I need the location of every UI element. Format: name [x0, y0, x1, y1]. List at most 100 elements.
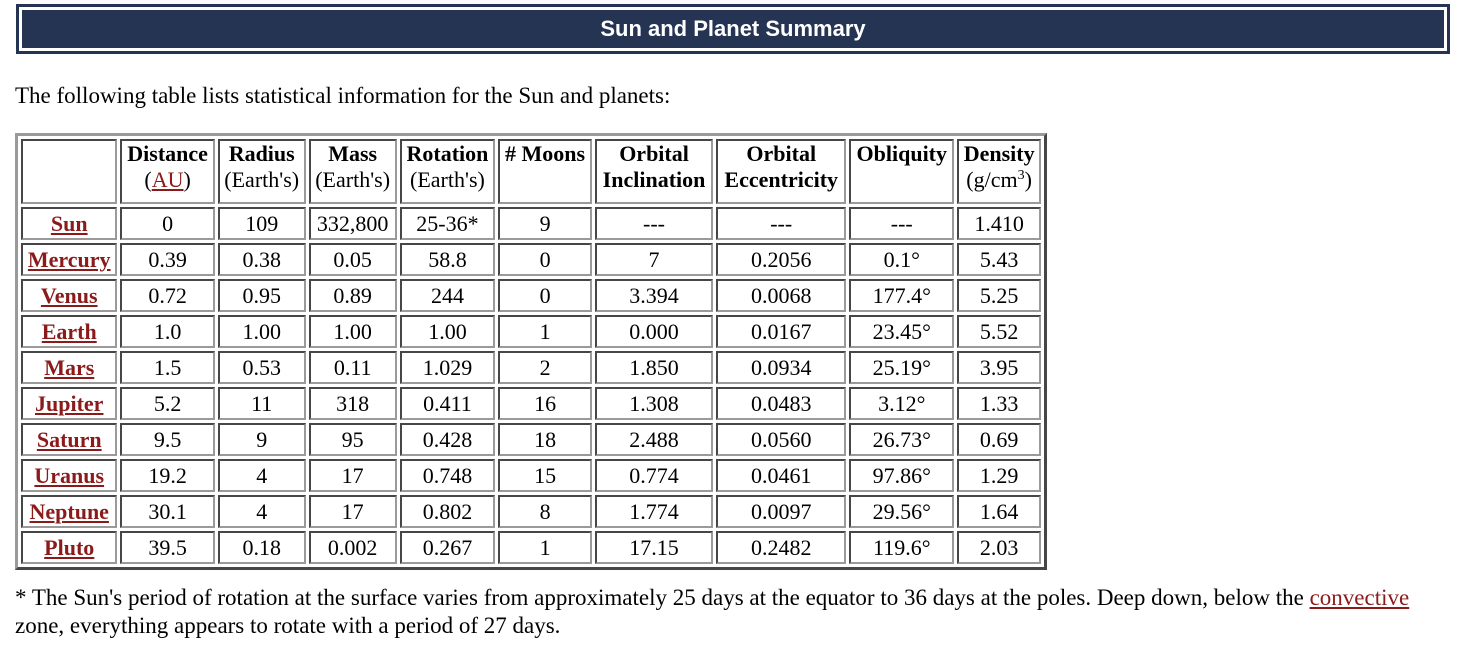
table-cell: 1	[498, 315, 592, 348]
table-cell: 1.33	[957, 387, 1041, 420]
table-cell: 4	[217, 495, 306, 528]
table-cell: 58.8	[399, 243, 496, 276]
table-cell: 0.0934	[716, 351, 847, 384]
table-cell: 0.69	[957, 423, 1041, 456]
table-cell: 30.1	[120, 495, 215, 528]
table-cell: 1.00	[217, 315, 306, 348]
table-cell: 9	[498, 207, 592, 240]
corner-cell	[21, 139, 118, 204]
table-cell: 2	[498, 351, 592, 384]
table-cell: 3.95	[957, 351, 1041, 384]
body-link-neptune[interactable]: Neptune	[29, 498, 109, 524]
table-cell: 0.000	[594, 315, 714, 348]
table-cell: 17.15	[594, 531, 714, 564]
table-body: Sun 0 109 332,800 25-36* 9 --- --- --- 1.410 Mercu…	[21, 207, 1041, 564]
table-cell: 0.0068	[716, 279, 847, 312]
table-cell: 0.1°	[849, 243, 955, 276]
table-cell: 3.12°	[849, 387, 955, 420]
banner-bar: Sun and Planet Summary	[22, 10, 1444, 48]
table-cell: 119.6°	[849, 531, 955, 564]
table-cell: 3.394	[594, 279, 714, 312]
table-cell: 26.73°	[849, 423, 955, 456]
table-cell: 9.5	[120, 423, 215, 456]
table-cell: 0.774	[594, 459, 714, 492]
row-header-cell: Uranus	[21, 459, 118, 492]
table-row: Sun 0 109 332,800 25-36* 9 --- --- --- 1.410	[21, 207, 1041, 240]
header-orbital-eccentricity: Orbital Eccentricity	[716, 139, 847, 204]
table-cell: 23.45°	[849, 315, 955, 348]
table-cell: 0.53	[217, 351, 306, 384]
row-header-cell: Saturn	[21, 423, 118, 456]
body-link-uranus[interactable]: Uranus	[34, 462, 105, 488]
table-cell: 7	[594, 243, 714, 276]
table-row: Mars 1.5 0.53 0.11 1.029 2 1.850 0.0934 25.19° 3.…	[21, 351, 1041, 384]
table-cell: 0	[120, 207, 215, 240]
table-cell: 16	[498, 387, 592, 420]
table-cell: 95	[308, 423, 397, 456]
planet-summary-table: Distance (AU) Radius (Earth's) Mass (Ear…	[15, 133, 1047, 570]
table-cell: 0.2056	[716, 243, 847, 276]
table-cell: 0.748	[399, 459, 496, 492]
table-cell: 39.5	[120, 531, 215, 564]
body-link-jupiter[interactable]: Jupiter	[35, 390, 104, 416]
table-cell: 332,800	[308, 207, 397, 240]
table-cell: 0.0167	[716, 315, 847, 348]
intro-text: The following table lists statistical in…	[15, 83, 671, 108]
table-cell: 0.267	[399, 531, 496, 564]
body-link-sun[interactable]: Sun	[50, 210, 88, 236]
table-cell: 0.89	[308, 279, 397, 312]
table-cell: ---	[849, 207, 955, 240]
header-radius: Radius (Earth's)	[217, 139, 306, 204]
table-cell: 5.2	[120, 387, 215, 420]
header-orbital-inclination: Orbital Inclination	[594, 139, 714, 204]
convective-link[interactable]: convective	[1309, 585, 1410, 610]
row-header-cell: Sun	[21, 207, 118, 240]
body-link-saturn[interactable]: Saturn	[36, 426, 102, 452]
body-link-mars[interactable]: Mars	[44, 354, 95, 380]
row-header-cell: Jupiter	[21, 387, 118, 420]
table-cell: ---	[716, 207, 847, 240]
header-mass: Mass (Earth's)	[308, 139, 397, 204]
table-cell: 8	[498, 495, 592, 528]
table-cell: 15	[498, 459, 592, 492]
table-cell: 18	[498, 423, 592, 456]
table-row: Venus 0.72 0.95 0.89 244 0 3.394 0.0068 177.4° 5.…	[21, 279, 1041, 312]
table-cell: 25.19°	[849, 351, 955, 384]
row-header-cell: Venus	[21, 279, 118, 312]
table-cell: 97.86°	[849, 459, 955, 492]
body-link-earth[interactable]: Earth	[41, 318, 97, 344]
row-header-cell: Pluto	[21, 531, 118, 564]
table-cell: ---	[594, 207, 714, 240]
table-cell: 29.56°	[849, 495, 955, 528]
page-banner: Sun and Planet Summary	[16, 4, 1450, 54]
table-cell: 0.95	[217, 279, 306, 312]
table-header-row: Distance (AU) Radius (Earth's) Mass (Ear…	[21, 139, 1041, 204]
table-cell: 1.308	[594, 387, 714, 420]
table-cell: 244	[399, 279, 496, 312]
body-link-mercury[interactable]: Mercury	[27, 246, 111, 272]
table-cell: 25-36*	[399, 207, 496, 240]
table-cell: 0.0483	[716, 387, 847, 420]
table-row: Pluto 39.5 0.18 0.002 0.267 1 17.15 0.2482 119.6…	[21, 531, 1041, 564]
table-cell: 1	[498, 531, 592, 564]
table-cell: 1.029	[399, 351, 496, 384]
header-distance: Distance (AU)	[120, 139, 215, 204]
table-cell: 11	[217, 387, 306, 420]
table-cell: 4	[217, 459, 306, 492]
table-cell: 1.410	[957, 207, 1041, 240]
body-link-pluto[interactable]: Pluto	[44, 534, 95, 560]
table-cell: 0.18	[217, 531, 306, 564]
table-cell: 17	[308, 495, 397, 528]
table-cell: 0.0560	[716, 423, 847, 456]
header-rotation: Rotation (Earth's)	[399, 139, 496, 204]
table-cell: 17	[308, 459, 397, 492]
table-cell: 19.2	[120, 459, 215, 492]
row-header-cell: Earth	[21, 315, 118, 348]
au-link[interactable]: AU	[151, 167, 184, 192]
table-cell: 9	[217, 423, 306, 456]
table-cell: 1.29	[957, 459, 1041, 492]
row-header-cell: Mars	[21, 351, 118, 384]
footnote: * The Sun's period of rotation at the su…	[15, 585, 1410, 638]
table-cell: 5.43	[957, 243, 1041, 276]
body-link-venus[interactable]: Venus	[40, 282, 98, 308]
